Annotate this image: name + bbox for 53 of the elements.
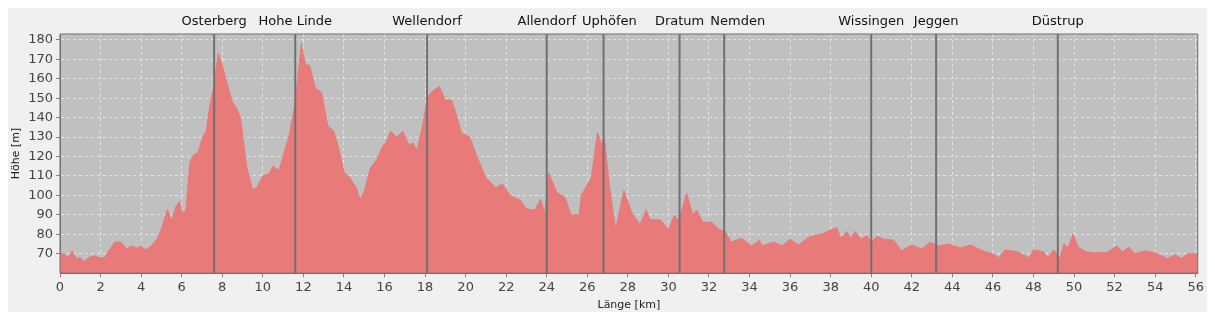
x-tick-label: 54 (1146, 279, 1164, 295)
x-tick-label: 8 (218, 279, 227, 295)
x-tick-label: 20 (457, 279, 474, 295)
ref-line-label: Uphöfen (581, 12, 637, 28)
y-tick-label: 160 (28, 70, 54, 86)
y-tick-label: 70 (36, 245, 54, 261)
x-tick-label: 48 (1025, 279, 1042, 295)
ref-line-label: Nemden (710, 12, 766, 28)
y-tick-label: 140 (28, 109, 54, 124)
y-tick-label: 90 (36, 206, 54, 222)
y-tick-label: 110 (28, 167, 54, 183)
x-tick-label: 46 (984, 279, 1002, 295)
x-tick-label: 24 (538, 279, 556, 295)
x-tick-label: 52 (1106, 279, 1123, 295)
x-tick-label: 0 (55, 279, 65, 295)
x-tick-label: 12 (295, 279, 312, 295)
ref-line-label: Wissingen (838, 12, 905, 28)
ref-line-label: Osterberg (181, 12, 247, 28)
x-tick-label: 38 (822, 279, 839, 295)
y-tick-label: 80 (36, 225, 54, 241)
y-tick-label: 100 (28, 186, 54, 202)
ref-line-label: Hohe Linde (258, 12, 332, 28)
x-tick-label: 6 (177, 279, 186, 295)
ref-line-label: Wellendorf (392, 12, 463, 28)
x-tick-label: 16 (376, 279, 393, 295)
x-tick-label: 4 (136, 279, 146, 295)
x-tick-label: 42 (903, 279, 921, 295)
x-tick-label: 28 (619, 279, 637, 295)
y-tick-label: 130 (28, 128, 54, 144)
y-axis-title: Höhe [m] (9, 127, 23, 180)
x-tick-label: 2 (96, 279, 105, 295)
x-tick-label: 10 (254, 279, 272, 295)
x-tick-label: 40 (862, 279, 880, 295)
y-tick-label: 170 (28, 50, 54, 66)
y-tick-label: 180 (28, 31, 54, 47)
x-tick-label: 30 (660, 279, 677, 295)
y-tick-label: 120 (28, 147, 54, 163)
ref-line-label: Jeggen (912, 12, 959, 28)
x-tick-label: 22 (497, 279, 515, 295)
x-tick-label: 36 (781, 279, 799, 295)
x-tick-label: 18 (416, 279, 434, 295)
x-tick-label: 34 (741, 279, 758, 295)
x-tick-label: 14 (335, 279, 353, 295)
ref-line-label: Allendorf (517, 12, 577, 28)
x-tick-label: 50 (1065, 279, 1083, 295)
x-tick-label: 56 (1187, 279, 1204, 295)
x-axis-title: Länge [km] (597, 298, 661, 312)
ref-line-label: Düstrup (1031, 12, 1084, 28)
ref-line-label: Dratum (654, 12, 705, 28)
x-tick-label: 32 (700, 279, 718, 295)
y-tick-label: 150 (28, 89, 54, 105)
x-tick-label: 26 (579, 279, 596, 295)
x-tick-label: 44 (944, 279, 961, 295)
